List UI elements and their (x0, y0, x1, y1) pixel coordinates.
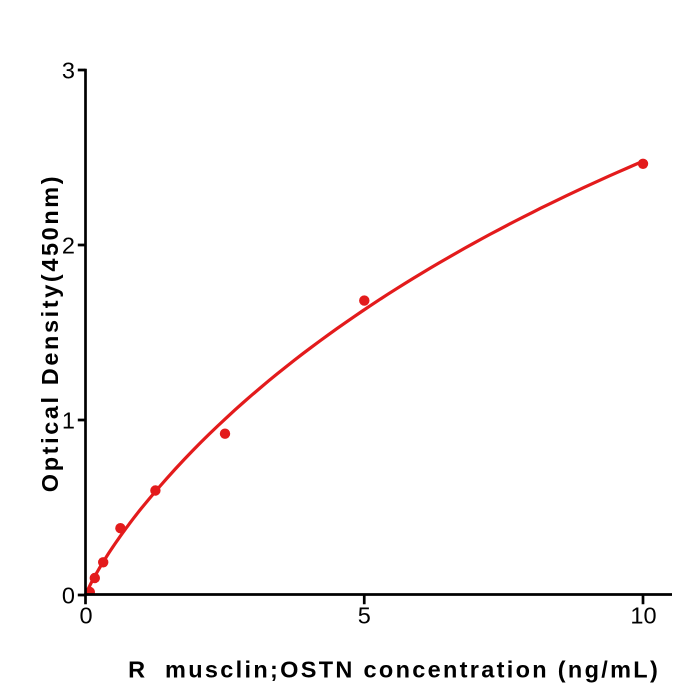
svg-text:R musclin;OSTN concentration: R musclin;OSTN concentration (ng/mL) (128, 657, 660, 683)
svg-text:10: 10 (630, 602, 656, 628)
svg-text:2: 2 (62, 232, 75, 258)
svg-text:5: 5 (358, 602, 371, 628)
svg-text:3: 3 (62, 57, 75, 83)
svg-text:0: 0 (79, 602, 92, 628)
svg-text:1: 1 (62, 407, 75, 433)
svg-text:0: 0 (62, 582, 75, 608)
svg-text:Optical Density(450nm): Optical Density(450nm) (37, 174, 63, 492)
